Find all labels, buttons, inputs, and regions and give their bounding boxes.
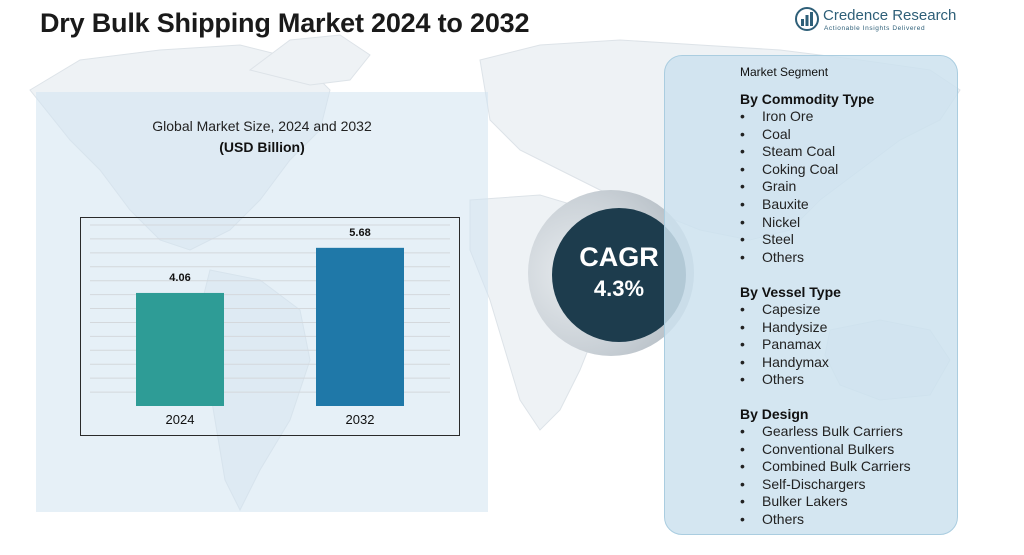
bullet-icon: •	[740, 440, 745, 457]
segment-item: • Panamax	[740, 336, 841, 354]
segment-item: • Steam Coal	[740, 143, 874, 161]
segment-item-label: Nickel	[762, 213, 801, 230]
segment-item: • Self-Dischargers	[740, 476, 911, 494]
cagr-value: 4.3%	[593, 276, 645, 301]
segment-item-label: Combined Bulk Carriers	[762, 458, 911, 475]
bullet-icon: •	[740, 248, 745, 265]
segment-item: • Gearless Bulk Carriers	[740, 423, 911, 441]
bullet-icon: •	[740, 195, 745, 212]
bar-2024	[136, 292, 224, 406]
segment-item: • Combined Bulk Carriers	[740, 458, 911, 476]
segment-group-title: By Commodity Type	[740, 91, 875, 107]
segment-group-design: By Design • Gearless Bulk Carriers • Conve…	[740, 405, 911, 529]
bullet-icon: •	[740, 143, 745, 160]
segment-item: • Steel	[740, 231, 874, 249]
bullet-icon: •	[740, 160, 745, 177]
segment-heading: Market Segment	[740, 65, 829, 79]
brand-logo: Credence Research Actionable Insights De…	[795, 6, 965, 36]
cagr-badge: CAGR 4.3%	[552, 208, 686, 342]
segment-item: • Grain	[740, 178, 874, 196]
x-tick-label: 2032	[346, 412, 375, 427]
page-title: Dry Bulk Shipping Market 2024 to 2032	[40, 8, 530, 38]
segment-item-label: Bauxite	[762, 195, 809, 212]
bullet-icon: •	[740, 353, 745, 370]
bar-chart-icon	[795, 7, 819, 31]
data-label: 4.06	[169, 272, 190, 284]
bullet-icon: •	[740, 108, 745, 124]
segment-panel	[664, 55, 958, 535]
bullet-icon: •	[740, 301, 745, 317]
segment-item-label: Others	[762, 248, 805, 265]
logo-name: Credence Research	[823, 7, 957, 24]
bullet-icon: •	[740, 475, 745, 492]
segment-item-label: Capesize	[762, 301, 821, 317]
segment-item: • Conventional Bulkers	[740, 441, 911, 459]
segment-item-label: Self-Dischargers	[762, 475, 866, 492]
bullet-icon: •	[740, 510, 745, 527]
chart-frame	[80, 217, 460, 436]
cagr-label: CAGR	[579, 242, 659, 272]
segment-item-label: Coking Coal	[762, 160, 839, 177]
bullet-icon: •	[740, 125, 745, 142]
bullet-icon: •	[740, 493, 745, 510]
segment-item-label: Handysize	[762, 318, 828, 335]
segment-item: • Handysize	[740, 319, 841, 337]
segment-group-vessel: By Vessel Type • Capesize • Handysize • Pan…	[740, 283, 841, 389]
segment-item-label: Handymax	[762, 353, 829, 370]
segment-item-label: Panamax	[762, 336, 822, 353]
segment-item-label: Gearless Bulk Carriers	[762, 423, 903, 439]
segment-item: • Iron Ore	[740, 108, 874, 126]
bullet-icon: •	[740, 336, 745, 353]
segment-item: • Coking Coal	[740, 161, 874, 179]
segment-item: • Nickel	[740, 214, 874, 232]
bullet-icon: •	[740, 458, 745, 475]
bullet-icon: •	[740, 231, 745, 248]
bar-2032	[316, 247, 404, 406]
segment-item: • Coal	[740, 126, 874, 144]
bullet-icon: •	[740, 178, 745, 195]
segment-item-label: Others	[762, 510, 805, 527]
chart-panel	[36, 92, 488, 512]
segment-item-label: Conventional Bulkers	[762, 440, 895, 457]
segment-item: • Bulker Lakers	[740, 493, 911, 511]
segment-item-label: Steam Coal	[762, 143, 836, 160]
logo-tagline: Actionable Insights Delivered	[824, 25, 926, 32]
data-label: 5.68	[349, 227, 370, 239]
segment-item: • Capesize	[740, 301, 841, 319]
segment-item: • Others	[740, 511, 911, 529]
segment-item: • Handymax	[740, 354, 841, 372]
segment-item-label: Grain	[762, 178, 797, 195]
bar-chart: 4.06 2024 5.68 2032	[90, 224, 450, 427]
segment-item-label: Others	[762, 371, 805, 388]
bullet-icon: •	[740, 213, 745, 230]
segment-item: • Others	[740, 249, 874, 267]
segment-group-title: By Design	[740, 406, 809, 422]
segment-group-commodity: By Commodity Type • Iron Ore • Coal • Steam…	[740, 90, 874, 266]
bullet-icon: •	[740, 318, 745, 335]
bullet-icon: •	[740, 423, 745, 439]
segment-group-title: By Vessel Type	[740, 284, 841, 300]
bullet-icon: •	[740, 371, 745, 388]
x-tick-label: 2024	[166, 412, 195, 427]
chart-title: Global Market Size, 2024 and 2032	[152, 118, 372, 134]
segment-item-label: Coal	[762, 125, 791, 142]
segment-item: • Others	[740, 371, 841, 389]
segment-item-label: Bulker Lakers	[762, 493, 848, 510]
segment-item: • Bauxite	[740, 196, 874, 214]
chart-subtitle: (USD Billion)	[219, 139, 305, 155]
segment-item-label: Iron Ore	[762, 108, 814, 124]
segment-item-label: Steel	[762, 231, 794, 248]
